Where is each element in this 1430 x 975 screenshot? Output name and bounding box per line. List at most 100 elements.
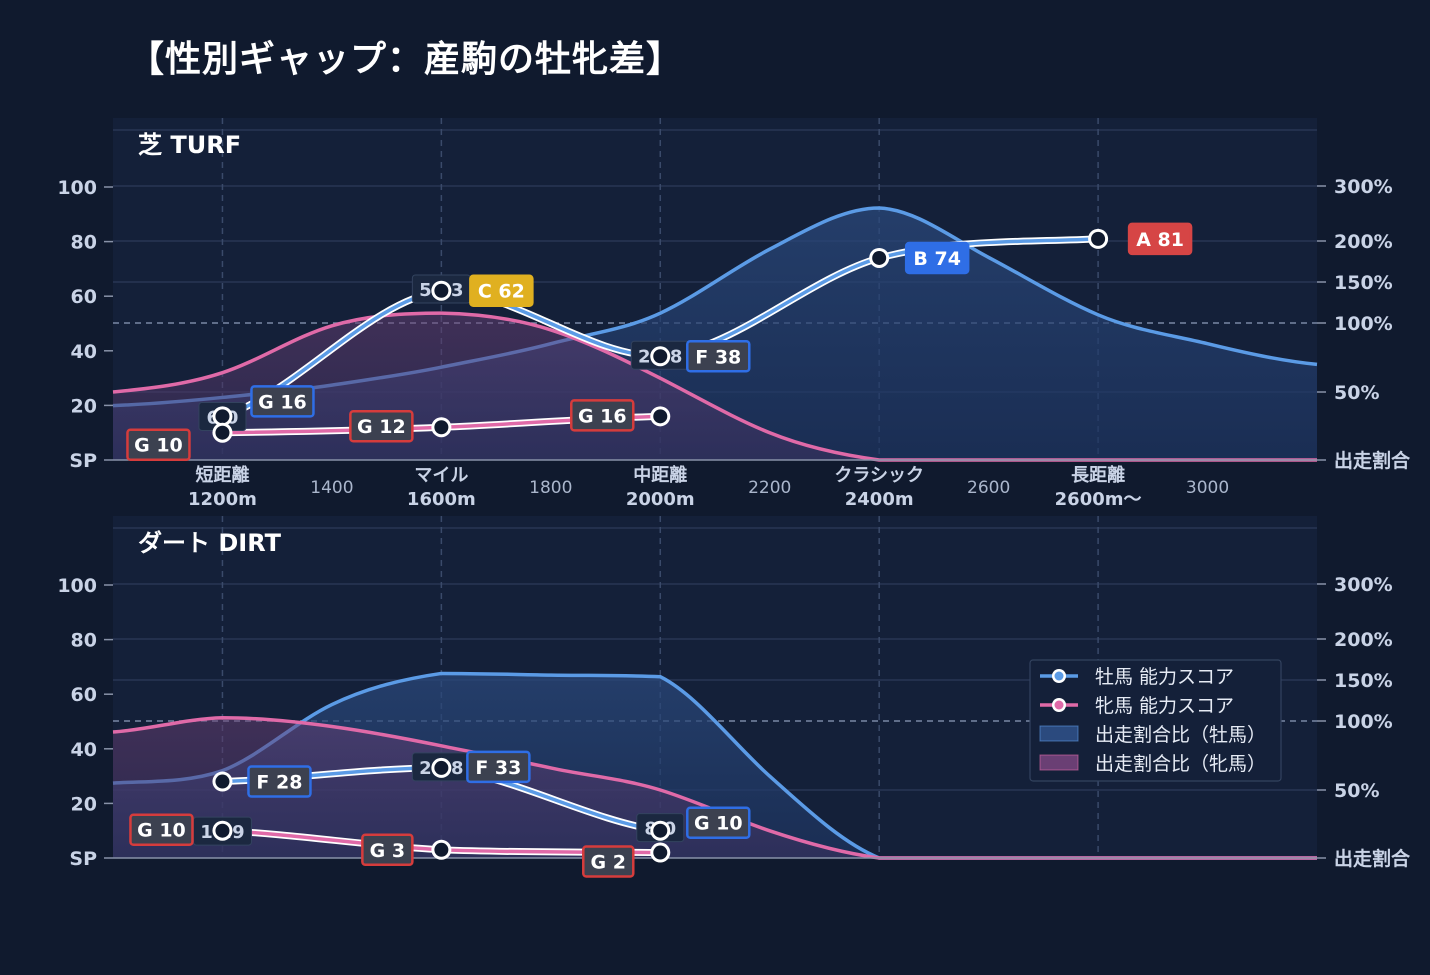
male-grade-badge: B 74 [904,241,970,275]
x-major-distance: 2600m〜 [1055,489,1142,510]
female-grade-badge: G 3 [361,833,414,867]
x-axis: 短距離 1200m マイル 1600m 中距離 2000m クラシック 2400m 長距離 260… [188,464,1229,510]
male-grade-badge: F 28 [247,765,312,798]
female-grade-badge: G 2 [582,845,635,878]
marker-core [653,845,668,860]
male-grade-badge-text: F 28 [256,772,302,794]
marker-core [215,774,230,789]
marker-core [434,760,449,775]
left-axis-tick: 60 [71,684,97,706]
right-axis-tick: 300% [1334,176,1393,198]
right-axis-tick: 100% [1334,313,1393,335]
left-axis-tick: 100 [57,177,97,199]
male-grade-badge-text: G 10 [694,813,743,835]
panel-title: ダート DIRT [138,529,282,557]
marker-core [653,409,668,424]
female-grade-badge-text: G 2 [591,852,626,874]
right-axis-tick: 出走割合 [1334,449,1411,472]
x-major-distance: 1200m [188,489,257,510]
marker-core [653,349,668,364]
x-minor-label: 3000 [1186,478,1229,498]
male-grade-badge-box [469,274,534,307]
male-grade-badge-text: B 74 [913,248,961,270]
female-grade-badge-text: G 12 [357,416,406,438]
right-axis-tick: 200% [1334,231,1393,253]
female-grade-badge-text: G 16 [578,405,627,427]
male-grade-badge: F 38 [686,340,751,373]
marker-core [653,823,668,838]
dirt-panel: 17.929.88.0F 28F 33G 10G 10G 3G 2SP20406… [57,516,1411,878]
panel-title: 芝 TURF [138,131,241,159]
marker-core [434,842,449,857]
right-axis-tick: 100% [1334,711,1393,733]
left-axis-tick: 40 [71,341,97,363]
right-axis-tick: 200% [1334,629,1393,651]
male-grade-badge-box [686,806,751,839]
marker-core [872,250,887,265]
legend-label: 牡馬 能力スコア [1095,666,1234,688]
male-grade-badge: G 10 [686,806,751,839]
male-grade-badge-box [1127,222,1193,256]
female-grade-badge: G 10 [126,428,191,461]
left-axis-tick: 40 [71,739,97,761]
legend-label: 出走割合比（牝馬） [1095,753,1266,775]
legend-label: 出走割合比（牡馬） [1095,724,1266,746]
left-axis-tick: 80 [71,232,97,254]
legend-marker-core [1054,700,1064,710]
marker-core [215,823,230,838]
legend-area-swatch [1039,754,1079,771]
male-grade-badge-text: F 33 [475,757,521,779]
left-axis-tick: 60 [71,286,97,308]
male-grade-badge-text: G 16 [258,391,307,413]
right-axis-tick: 出走割合 [1334,847,1411,870]
x-major-distance: 1600m [407,489,476,510]
marker-core [215,409,230,424]
male-grade-badge: G 16 [250,385,315,418]
left-axis-tick: 80 [71,630,97,652]
right-axis-tick: 50% [1334,780,1379,802]
chart-title: 【性別ギャップ：産駒の牡牝差】 [128,39,684,80]
male-grade-badge-box [686,340,751,373]
female-share-area [113,313,1317,460]
marker-core [1091,231,1106,246]
left-axis-tick: SP [69,450,97,472]
right-axis-tick: 300% [1334,574,1393,596]
x-major-distance: 2000m [626,489,695,510]
marker-core [215,425,230,440]
left-axis-tick: 100 [57,575,97,597]
left-axis-tick: 20 [71,395,97,417]
female-grade-badge: G 10 [129,813,194,846]
male-grade-badge-text: C 62 [478,281,525,303]
female-grade-badge: G 12 [349,409,414,443]
x-minor-label: 1400 [310,478,353,498]
marker-core [434,283,449,298]
male-grade-badge: C 62 [469,274,534,307]
male-grade-badge: A 81 [1127,222,1193,256]
x-major-label: 短距離 [195,464,249,486]
female-grade-badge-box [129,813,194,846]
x-minor-label: 1800 [529,478,572,498]
male-grade-badge-text: F 38 [695,346,741,368]
male-grade-badge-box [247,765,312,798]
female-grade-badge-box [582,845,635,878]
turf-panel: 6.050.321.8G 16C 62F 38B 74A 81G 10G 12G… [57,118,1411,472]
legend-box [1029,659,1282,782]
right-axis-tick: 50% [1334,382,1379,404]
male-grade-badge-text: A 81 [1136,229,1184,251]
male-grade-badge-box [250,385,315,418]
legend-area-swatch [1039,725,1079,742]
female-grade-badge-box [349,409,414,443]
x-major-label: 中距離 [633,464,687,486]
male-grade-badge-box [466,750,531,784]
female-grade-badge-text: G 10 [134,435,183,457]
x-major-label: クラシック [834,465,924,486]
marker-core [434,420,449,435]
x-minor-label: 2600 [967,478,1010,498]
left-axis-tick: 20 [71,793,97,815]
legend-label: 牝馬 能力スコア [1095,695,1234,717]
male-grade-badge-box [904,241,970,275]
x-major-label: 長距離 [1071,464,1125,486]
left-axis-tick: SP [69,848,97,870]
right-axis-tick: 150% [1334,670,1393,692]
